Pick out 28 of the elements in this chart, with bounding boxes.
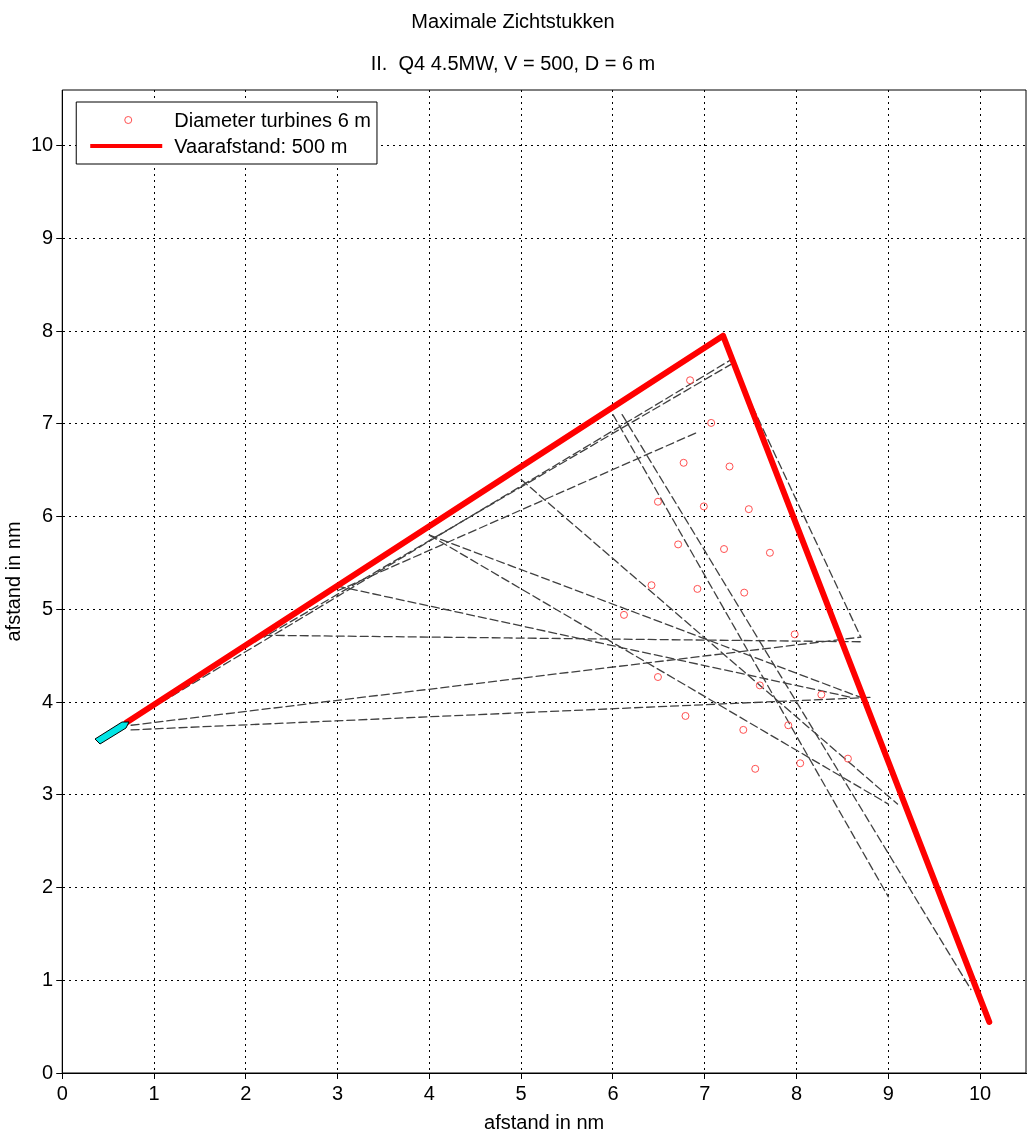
x-tick-label: 10 — [968, 1081, 992, 1104]
y-tick-label: 1 — [42, 967, 54, 990]
y-tick-label: 2 — [42, 875, 54, 898]
y-tick-label: 9 — [42, 225, 54, 248]
x-tick-label: 9 — [882, 1081, 894, 1104]
y-tick-label: 6 — [42, 504, 54, 527]
x-tick-label: 6 — [607, 1081, 619, 1104]
legend-label: Diameter turbines 6 m — [174, 108, 371, 131]
y-tick-label: 8 — [42, 318, 54, 341]
x-tick-label: 7 — [699, 1081, 711, 1104]
chart-title: Maximale Zichtstukken — [411, 9, 615, 32]
x-tick-label: 5 — [515, 1081, 527, 1104]
y-axis-title: afstand in nm — [1, 521, 24, 642]
y-tick-label: 7 — [42, 411, 54, 434]
y-tick-label: 3 — [42, 782, 54, 805]
x-tick-label: 0 — [56, 1081, 68, 1104]
x-tick-label: 3 — [332, 1081, 344, 1104]
x-tick-label: 2 — [240, 1081, 252, 1104]
chart-subtitle: II. Q4 4.5MW, V = 500, D = 6 m — [370, 51, 656, 74]
x-tick-label: 1 — [148, 1081, 160, 1104]
y-tick-label: 4 — [42, 689, 54, 712]
y-tick-label: 5 — [42, 596, 54, 619]
y-tick-label: 0 — [42, 1060, 54, 1083]
x-axis-title: afstand in nm — [484, 1110, 605, 1133]
legend-label: Vaarafstand: 500 m — [174, 134, 348, 157]
x-tick-label: 8 — [790, 1081, 803, 1104]
x-tick-label: 4 — [423, 1081, 435, 1104]
y-tick-label: 10 — [31, 133, 54, 156]
